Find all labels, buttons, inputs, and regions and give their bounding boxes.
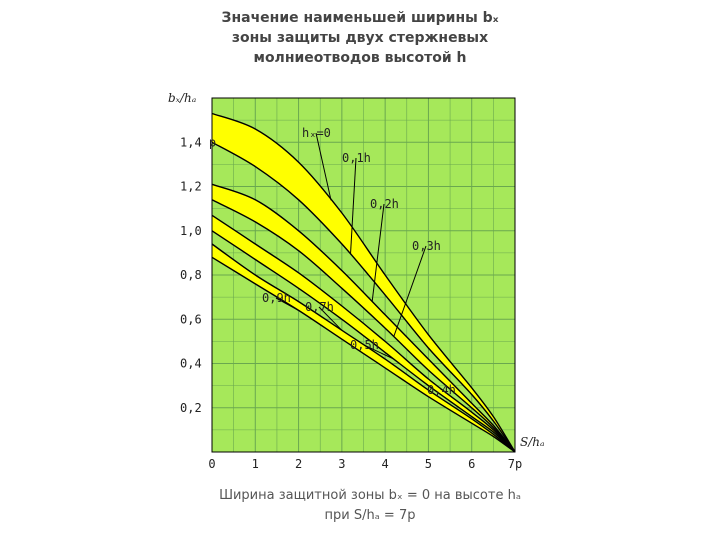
leader-line (350, 157, 357, 255)
series-line (211, 230, 516, 453)
y-tick-label: 0,8 (180, 268, 202, 282)
curve-label: 0,2h (370, 197, 399, 211)
curve-label: 0,3h (412, 239, 441, 253)
leader-line (318, 306, 343, 331)
leader-line (393, 245, 427, 337)
title-line-1: Значение наименьшей ширины bₓ (221, 10, 499, 26)
series-line (211, 112, 516, 453)
y-tick-label: 1,2 (180, 180, 202, 194)
x-tick-label: 7p (508, 457, 522, 471)
series-line (211, 183, 516, 453)
leader-line (275, 297, 299, 311)
leader-lines (275, 132, 442, 391)
curve-labels: hₓ=0 0,1h 0,2h 0,3h 0,4h 0,5h 0,7h 0,9h (262, 126, 456, 397)
ticks: 0 1 2 3 4 5 6 7p 0,2 0,4 0,6 0,8 1,0 1,2 1,4 p (180, 135, 522, 471)
x-tick-label: 0 (208, 457, 215, 471)
series-line (211, 256, 516, 453)
curve-label: hₓ=0 (302, 126, 331, 140)
series-line (211, 199, 516, 453)
series-line (211, 214, 516, 453)
curves (211, 97, 516, 453)
x-tick-label: 5 (425, 457, 432, 471)
x-tick-label: 2 (295, 457, 302, 471)
x-tick-label: 4 (382, 457, 389, 471)
x-tick-label: 6 (468, 457, 475, 471)
title-line-2: зоны защиты двух стержневых (231, 30, 489, 46)
curve-label: 0,9h (262, 291, 291, 305)
y-tick-label: 1,0 (180, 224, 202, 238)
band-fill (212, 184, 515, 453)
x-axis-label: S/hₐ (520, 435, 545, 449)
x-tick-label: 1 (252, 457, 259, 471)
band-fill (212, 244, 515, 452)
y-tick-label: 0,6 (180, 312, 202, 326)
curve-label: 0,5h (350, 338, 379, 352)
leader-line (315, 132, 332, 201)
curve-label: 0,4h (427, 383, 456, 397)
x-tick-label: 3 (338, 457, 345, 471)
leader-line (363, 344, 395, 360)
y-tick-label: 0,2 (180, 401, 202, 415)
band-fill (212, 113, 515, 452)
y-tick-label: 0,4 (180, 357, 202, 371)
leader-line (371, 203, 385, 302)
series-line (211, 243, 516, 453)
title-line-3: молниеотводов высотой h (253, 50, 467, 66)
plot-border (211, 97, 516, 453)
curve-label: 0,1h (342, 151, 371, 165)
chart-title: Значение наименьшей ширины bₓ зоны защит… (180, 8, 540, 68)
series-line (211, 141, 516, 453)
footnote-line-2: при S/hₐ = 7p (324, 508, 416, 523)
footnote: Ширина защитной зоны bₓ = 0 на высоте hₐ… (160, 486, 580, 526)
y-tick-label: 1,4 p (180, 135, 216, 149)
y-axis-label: bₓ/hₐ (168, 91, 196, 105)
curve-label: 0,7h (305, 300, 334, 314)
footnote-line-1: Ширина защитной зоны bₓ = 0 на высоте hₐ (219, 488, 521, 503)
